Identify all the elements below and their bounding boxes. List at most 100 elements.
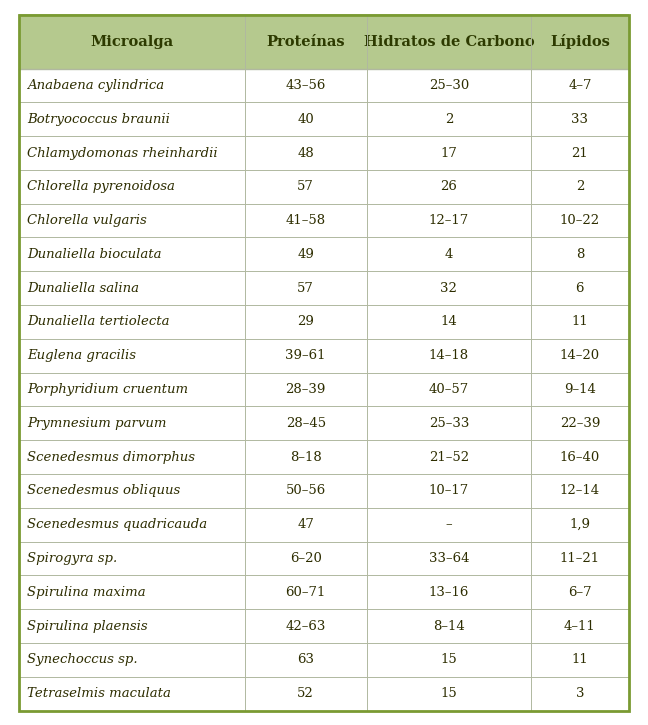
Bar bbox=[19, 238, 629, 271]
Text: 8–18: 8–18 bbox=[290, 451, 321, 463]
Text: 11–21: 11–21 bbox=[560, 552, 600, 565]
Text: Spirulina maxima: Spirulina maxima bbox=[27, 586, 146, 599]
Text: Anabaena cylindrica: Anabaena cylindrica bbox=[27, 79, 165, 92]
Bar bbox=[19, 271, 629, 305]
Text: Dunaliella salina: Dunaliella salina bbox=[27, 282, 139, 294]
Text: Synechoccus sp.: Synechoccus sp. bbox=[27, 653, 138, 666]
Text: 11: 11 bbox=[572, 315, 588, 328]
Text: 16–40: 16–40 bbox=[560, 451, 600, 463]
Text: 32: 32 bbox=[441, 282, 457, 294]
Text: 57: 57 bbox=[297, 282, 314, 294]
Text: 15: 15 bbox=[441, 687, 457, 700]
Bar bbox=[19, 440, 629, 474]
Text: Chlorella pyrenoidosa: Chlorella pyrenoidosa bbox=[27, 181, 175, 194]
Text: 10–17: 10–17 bbox=[429, 484, 469, 497]
Text: 13–16: 13–16 bbox=[429, 586, 469, 599]
Text: 63: 63 bbox=[297, 653, 314, 666]
Text: Dunaliella tertiolecta: Dunaliella tertiolecta bbox=[27, 315, 170, 328]
Bar bbox=[19, 339, 629, 373]
Text: Prymnesium parvum: Prymnesium parvum bbox=[27, 417, 167, 430]
Bar bbox=[19, 676, 629, 710]
Bar bbox=[19, 609, 629, 643]
Text: 2: 2 bbox=[445, 113, 453, 125]
Bar bbox=[19, 69, 629, 102]
Text: 21: 21 bbox=[572, 146, 588, 160]
Text: Hidratos de Carbono: Hidratos de Carbono bbox=[364, 35, 534, 49]
Text: 52: 52 bbox=[297, 687, 314, 700]
Text: Proteínas: Proteínas bbox=[266, 35, 345, 49]
Bar bbox=[245, 14, 367, 69]
Text: Chlamydomonas rheinhardii: Chlamydomonas rheinhardii bbox=[27, 146, 218, 160]
Bar bbox=[19, 14, 245, 69]
Text: 33: 33 bbox=[572, 113, 588, 125]
Text: 25–33: 25–33 bbox=[429, 417, 469, 430]
Text: Lípidos: Lípidos bbox=[550, 34, 610, 49]
Bar bbox=[19, 102, 629, 136]
Text: 14: 14 bbox=[441, 315, 457, 328]
Text: 41–58: 41–58 bbox=[286, 214, 326, 227]
Text: 6: 6 bbox=[575, 282, 584, 294]
Text: 1,9: 1,9 bbox=[570, 518, 590, 531]
Text: 33–64: 33–64 bbox=[428, 552, 469, 565]
Bar bbox=[19, 542, 629, 576]
Text: 40–57: 40–57 bbox=[429, 383, 469, 396]
Text: 6–7: 6–7 bbox=[568, 586, 592, 599]
Text: 28–39: 28–39 bbox=[286, 383, 326, 396]
Text: 21–52: 21–52 bbox=[429, 451, 469, 463]
Text: 50–56: 50–56 bbox=[286, 484, 326, 497]
Text: 3: 3 bbox=[575, 687, 584, 700]
Text: 4–7: 4–7 bbox=[568, 79, 592, 92]
Text: –: – bbox=[446, 518, 452, 531]
Text: 47: 47 bbox=[297, 518, 314, 531]
Text: Scenedesmus quadricauda: Scenedesmus quadricauda bbox=[27, 518, 207, 531]
Text: Dunaliella bioculata: Dunaliella bioculata bbox=[27, 248, 162, 261]
Bar bbox=[19, 576, 629, 609]
Bar bbox=[19, 170, 629, 204]
Text: 12–14: 12–14 bbox=[560, 484, 600, 497]
Bar bbox=[19, 373, 629, 407]
Text: 42–63: 42–63 bbox=[286, 620, 326, 632]
Text: 29: 29 bbox=[297, 315, 314, 328]
Text: 10–22: 10–22 bbox=[560, 214, 600, 227]
Text: 2: 2 bbox=[575, 181, 584, 194]
Text: 9–14: 9–14 bbox=[564, 383, 596, 396]
Text: Scenedesmus obliquus: Scenedesmus obliquus bbox=[27, 484, 180, 497]
Bar bbox=[19, 305, 629, 339]
Text: 8: 8 bbox=[575, 248, 584, 261]
Text: 4: 4 bbox=[445, 248, 453, 261]
Text: 22–39: 22–39 bbox=[560, 417, 600, 430]
Bar bbox=[367, 14, 531, 69]
Text: Scenedesmus dimorphus: Scenedesmus dimorphus bbox=[27, 451, 195, 463]
Text: 6–20: 6–20 bbox=[290, 552, 321, 565]
Text: 39–61: 39–61 bbox=[286, 349, 326, 362]
Bar bbox=[531, 14, 629, 69]
Text: 28–45: 28–45 bbox=[286, 417, 326, 430]
Text: 49: 49 bbox=[297, 248, 314, 261]
Text: 12–17: 12–17 bbox=[429, 214, 469, 227]
Text: Botryococcus braunii: Botryococcus braunii bbox=[27, 113, 170, 125]
Text: 57: 57 bbox=[297, 181, 314, 194]
Text: 11: 11 bbox=[572, 653, 588, 666]
Text: 26: 26 bbox=[441, 181, 457, 194]
Text: 14–20: 14–20 bbox=[560, 349, 600, 362]
Text: 43–56: 43–56 bbox=[286, 79, 326, 92]
Text: 60–71: 60–71 bbox=[286, 586, 326, 599]
Text: 15: 15 bbox=[441, 653, 457, 666]
Text: Chlorella vulgaris: Chlorella vulgaris bbox=[27, 214, 147, 227]
Bar bbox=[19, 507, 629, 542]
Bar bbox=[19, 407, 629, 440]
Text: Spirogyra sp.: Spirogyra sp. bbox=[27, 552, 117, 565]
Bar bbox=[19, 474, 629, 508]
Bar bbox=[19, 136, 629, 170]
Text: 25–30: 25–30 bbox=[429, 79, 469, 92]
Text: Spirulina plaensis: Spirulina plaensis bbox=[27, 620, 148, 632]
Text: 17: 17 bbox=[441, 146, 457, 160]
Bar bbox=[19, 643, 629, 676]
Text: Microalga: Microalga bbox=[91, 35, 174, 49]
Text: 14–18: 14–18 bbox=[429, 349, 469, 362]
Text: Tetraselmis maculata: Tetraselmis maculata bbox=[27, 687, 171, 700]
Text: 8–14: 8–14 bbox=[433, 620, 465, 632]
Text: Euglena gracilis: Euglena gracilis bbox=[27, 349, 136, 362]
Text: 4–11: 4–11 bbox=[564, 620, 596, 632]
Text: 48: 48 bbox=[297, 146, 314, 160]
